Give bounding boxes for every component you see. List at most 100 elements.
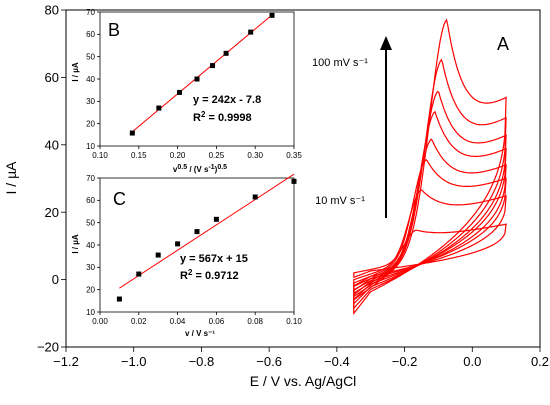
main-plot-frame xyxy=(65,9,541,348)
cv-curve xyxy=(353,18,507,315)
main-x-tick-label: −1.0 xyxy=(121,354,147,369)
inset-b-data-point xyxy=(156,105,162,111)
cv-curve xyxy=(353,189,507,287)
inset-c-x-axis-label: v / V s⁻¹ xyxy=(185,329,215,338)
inset-c-x-tick-label: 0.02 xyxy=(131,317,147,326)
inset-c-fit xyxy=(119,173,295,289)
inset-b-data-point xyxy=(223,50,229,56)
main-y-tick-label: 0 xyxy=(52,272,59,287)
panel-label-c: C xyxy=(113,189,126,209)
inset-c-data-point xyxy=(116,296,122,302)
inset-b-x-tick-label: 0.30 xyxy=(247,151,263,160)
inset-b-data-point xyxy=(129,130,135,136)
inset-c-x-tick-label: 0.08 xyxy=(247,317,263,326)
panel-label-b: B xyxy=(108,20,120,40)
scan-rate-arrow xyxy=(380,36,392,218)
inset-c-r2-exp: 2 xyxy=(188,268,193,277)
panel-label-a: A xyxy=(497,34,509,54)
inset-b-x-axis-label: v0.5 / (V s-1)0.5 xyxy=(173,164,227,174)
inset-b-y-tick-label: 20 xyxy=(86,119,95,128)
inset-b-data-point xyxy=(248,29,254,35)
main-x-tick-label: −1.2 xyxy=(53,354,79,369)
inset-c-fit-line xyxy=(119,173,295,289)
inset-b-axis-ticks: 0.10 0.15 0.20 0.25 0.30 0.35 10 20 30 40 50 60 70 xyxy=(86,8,302,160)
inset-b-xlabel-exp3: 0.5 xyxy=(217,164,227,171)
inset-b-y-tick-label: 30 xyxy=(86,97,95,106)
inset-c-y-tick-label: 50 xyxy=(86,218,95,227)
cv-curve xyxy=(353,158,507,292)
inset-b-x-tick-label: 0.35 xyxy=(286,151,302,160)
inset-b-x-tick-label: 0.25 xyxy=(209,151,225,160)
inset-b-xlabel-exp1: 0.5 xyxy=(177,164,187,171)
inset-c-axis-ticks: 0.00 0.02 0.04 0.06 0.08 0.10 10 20 30 40 50 60 70 xyxy=(86,174,302,326)
inset-c-data-point xyxy=(291,178,297,184)
inset-c-data-point xyxy=(213,216,219,222)
inset-c-r2-value: = 0.9712 xyxy=(192,270,238,282)
inset-c-y-tick-label: 70 xyxy=(86,174,95,183)
main-x-tick-label: 0.0 xyxy=(463,354,481,369)
inset-b-xlabel-exp2: -1 xyxy=(208,164,214,171)
main-y-tick-label: 80 xyxy=(45,3,59,18)
inset-b-y-tick-label: 60 xyxy=(86,30,95,39)
inset-c-frame xyxy=(99,177,295,313)
inset-c-r2-label: R xyxy=(180,270,188,282)
inset-c-data-point xyxy=(194,229,200,235)
main-y-tick-label: 40 xyxy=(45,137,59,152)
inset-c-data-point xyxy=(175,241,181,247)
inset-c-x-tick-label: 0.04 xyxy=(170,317,186,326)
inset-c-x-tick-label: 0.00 xyxy=(92,317,108,326)
arrow-head xyxy=(380,36,392,50)
inset-c-y-tick-label: 60 xyxy=(86,196,95,205)
inset-b-y-axis-label: I / µA xyxy=(71,62,80,82)
inset-b-data-point xyxy=(210,63,216,69)
inset-c-r2: R2 = 0.9712 xyxy=(180,268,239,282)
inset-c-y-axis-label: I / µA xyxy=(71,234,80,254)
inset-b-data-point xyxy=(269,12,275,18)
main-x-tick-label: −0.6 xyxy=(256,354,282,369)
inset-c-data-point xyxy=(252,194,258,200)
inset-b-x-tick-label: 0.15 xyxy=(131,151,147,160)
inset-b-y-tick-label: 70 xyxy=(86,8,95,17)
main-y-tick-label: −20 xyxy=(37,340,59,355)
inset-c-y-tick-label: 30 xyxy=(86,263,95,272)
main-x-axis-label: E / V vs. Ag/AgCl xyxy=(250,373,357,389)
inset-c-points xyxy=(116,178,297,302)
cv-curves xyxy=(353,18,507,315)
main-x-tick-label: −0.8 xyxy=(189,354,215,369)
annotation-bottom: 10 mV s⁻¹ xyxy=(315,195,365,207)
inset-b-xlabel-close: ) xyxy=(215,165,218,174)
inset-c-y-tick-label: 10 xyxy=(86,308,95,317)
inset-b-r2: R2 = 0.9998 xyxy=(193,110,252,124)
inset-c-data-point xyxy=(136,271,142,277)
inset-c: 0.00 0.02 0.04 0.06 0.08 0.10 10 20 30 40 50 60 70 C… xyxy=(71,173,302,338)
main-axis-ticks: −1.2 −1.0 −0.8 −0.6 −0.4 −0.2 0.0 0.2 −20 0 20 40 60… xyxy=(37,3,549,369)
inset-b-data-point xyxy=(177,89,183,95)
annotation-top: 100 mV s⁻¹ xyxy=(312,57,368,69)
inset-c-x-tick-label: 0.10 xyxy=(286,317,302,326)
inset-b-x-tick-label: 0.20 xyxy=(170,151,186,160)
inset-b-equation: y = 242x - 7.8 xyxy=(193,94,261,106)
inset-b-x-tick-label: 0.10 xyxy=(92,151,108,160)
main-y-tick-label: 60 xyxy=(45,70,59,85)
main-y-axis-label: I / µA xyxy=(3,161,19,195)
inset-c-y-tick-label: 20 xyxy=(86,285,95,294)
inset-c-x-tick-label: 0.06 xyxy=(209,317,225,326)
inset-c-data-point xyxy=(155,252,161,258)
inset-b-r2-label: R xyxy=(193,112,201,124)
main-x-tick-label: −0.2 xyxy=(392,354,418,369)
main-x-tick-label: 0.2 xyxy=(531,354,549,369)
inset-c-y-tick-label: 40 xyxy=(86,241,95,250)
main-y-tick-label: 20 xyxy=(45,205,59,220)
inset-b-points xyxy=(129,12,275,136)
inset-b-xlabel-mid: / (V s xyxy=(187,165,209,174)
inset-b-r2-exp: 2 xyxy=(201,110,206,119)
inset-c-equation: y = 567x + 15 xyxy=(180,253,248,265)
inset-b-y-tick-label: 10 xyxy=(86,142,95,151)
inset-b-data-point xyxy=(194,76,200,82)
inset-b: 0.10 0.15 0.20 0.25 0.30 0.35 10 20 30 40 50 60 70 B… xyxy=(71,8,302,174)
inset-b-r2-value: = 0.9998 xyxy=(205,112,251,124)
inset-b-y-tick-label: 40 xyxy=(86,75,95,84)
inset-b-y-tick-label: 50 xyxy=(86,52,95,61)
